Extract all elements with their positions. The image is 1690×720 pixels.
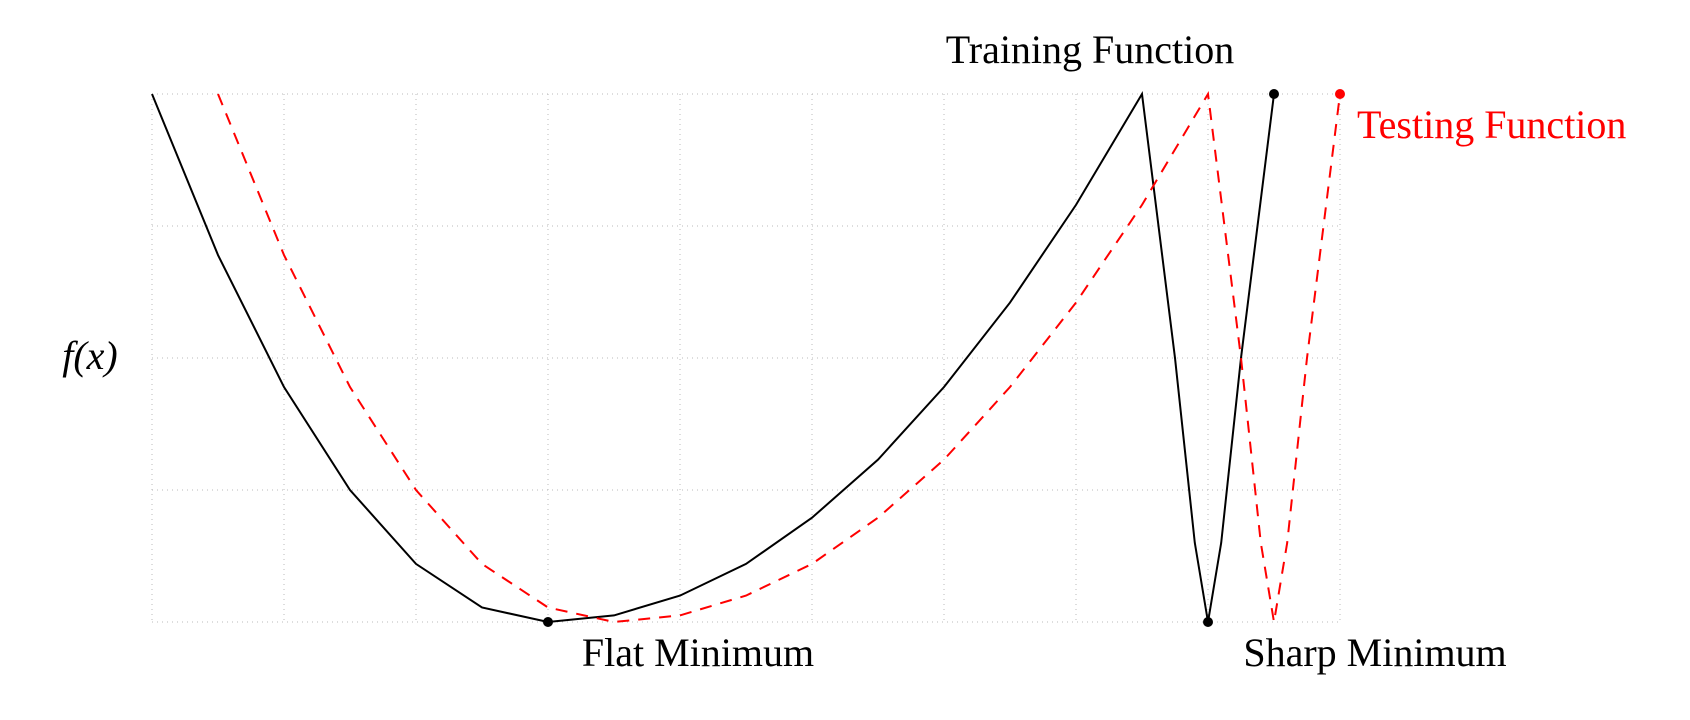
series-label: Testing Function: [1357, 102, 1626, 147]
annotation: Flat Minimum: [582, 630, 814, 675]
series-line: [217, 90, 1341, 624]
series-line: [151, 90, 1275, 624]
point-marker: [1269, 89, 1279, 99]
point-marker: [543, 617, 553, 627]
point-marker: [1203, 617, 1213, 627]
series-label: Training Function: [946, 27, 1235, 72]
point-marker: [1335, 89, 1345, 99]
y-axis-label: f(x): [62, 333, 118, 378]
annotation: Sharp Minimum: [1243, 630, 1506, 675]
